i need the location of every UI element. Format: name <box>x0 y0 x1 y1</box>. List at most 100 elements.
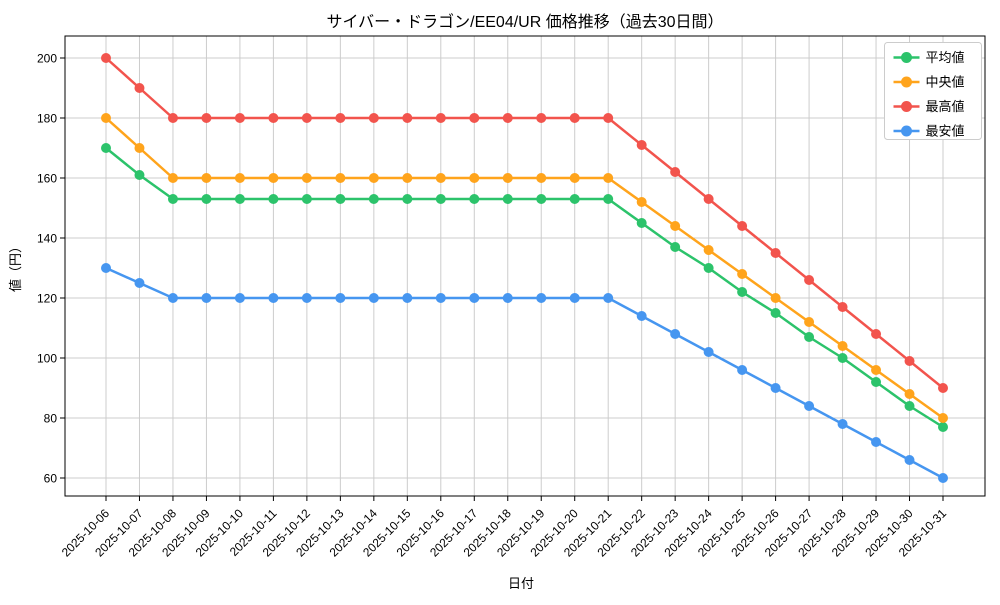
data-point <box>837 302 848 312</box>
data-point <box>134 143 145 153</box>
tick-marks <box>60 57 944 501</box>
data-point <box>167 173 178 183</box>
series-2 <box>101 53 948 393</box>
data-point <box>871 365 882 375</box>
data-point <box>101 113 111 123</box>
data-point <box>904 401 915 411</box>
data-point <box>703 347 714 357</box>
data-point <box>134 83 145 93</box>
data-point <box>770 383 781 393</box>
data-point <box>938 473 948 483</box>
data-point <box>569 113 580 123</box>
data-point <box>603 293 614 303</box>
data-point <box>636 218 647 228</box>
data-point <box>101 143 111 153</box>
series-0 <box>101 143 948 432</box>
data-point <box>167 293 178 303</box>
data-point <box>871 437 882 447</box>
data-point <box>335 194 346 204</box>
data-point <box>938 383 948 393</box>
series-line <box>105 117 944 420</box>
series-3 <box>101 263 948 483</box>
series-lines <box>101 53 948 483</box>
legend-marker-icon <box>901 125 912 137</box>
data-point <box>167 194 178 204</box>
data-point <box>301 293 312 303</box>
data-point <box>368 293 379 303</box>
data-point <box>502 293 513 303</box>
data-point <box>536 194 547 204</box>
data-point <box>234 173 245 183</box>
legend-label: 平均値 <box>926 50 965 65</box>
legend-label: 最安値 <box>926 124 965 139</box>
data-point <box>435 194 446 204</box>
data-point <box>536 173 547 183</box>
data-point <box>804 275 815 285</box>
legend-item: 中央値 <box>893 75 965 90</box>
legend-marker-icon <box>901 76 912 88</box>
x-tick-labels: 2025-10-062025-10-072025-10-082025-10-09… <box>59 506 950 560</box>
data-point <box>871 377 882 387</box>
data-point <box>268 113 279 123</box>
data-point <box>737 269 748 279</box>
data-point <box>804 317 815 327</box>
data-point <box>301 113 312 123</box>
data-point <box>703 263 714 273</box>
plot-border <box>64 35 986 497</box>
data-point <box>837 341 848 351</box>
data-point <box>569 173 580 183</box>
data-point <box>904 455 915 465</box>
data-point <box>804 332 815 342</box>
legend-box <box>884 42 982 140</box>
y-tick-label: 200 <box>37 52 57 66</box>
y-tick-label: 160 <box>37 172 57 186</box>
y-tick-label: 120 <box>37 292 57 306</box>
data-point <box>268 293 279 303</box>
series-1 <box>101 113 948 423</box>
data-point <box>201 113 212 123</box>
y-tick-label: 140 <box>37 232 57 246</box>
data-point <box>167 113 178 123</box>
data-point <box>268 194 279 204</box>
data-point <box>636 311 647 321</box>
data-point <box>703 245 714 255</box>
data-point <box>101 53 111 63</box>
data-point <box>335 113 346 123</box>
data-point <box>770 308 781 318</box>
data-point <box>670 221 681 231</box>
data-point <box>536 113 547 123</box>
data-point <box>737 287 748 297</box>
data-point <box>770 293 781 303</box>
y-axis-label: 値（円） <box>8 240 23 292</box>
data-point <box>603 113 614 123</box>
data-point <box>502 113 513 123</box>
data-point <box>837 353 848 363</box>
data-point <box>368 194 379 204</box>
data-point <box>938 422 948 432</box>
data-point <box>770 248 781 258</box>
legend-label: 最高値 <box>926 99 965 114</box>
legend-marker-icon <box>901 101 912 112</box>
data-point <box>703 194 714 204</box>
data-point <box>435 293 446 303</box>
data-point <box>569 194 580 204</box>
data-point <box>569 293 580 303</box>
x-axis-label: 日付 <box>508 576 534 591</box>
data-point <box>134 170 145 180</box>
chart-title: サイバー・ドラゴン/EE04/UR 価格推移（過去30日間） <box>326 12 723 31</box>
data-point <box>603 173 614 183</box>
data-point <box>502 173 513 183</box>
data-point <box>469 173 480 183</box>
series-line <box>105 147 944 429</box>
y-tick-label: 180 <box>37 112 57 126</box>
data-point <box>234 293 245 303</box>
data-point <box>435 173 446 183</box>
y-tick-label: 60 <box>44 472 58 486</box>
data-point <box>938 413 948 423</box>
series-line <box>105 266 944 480</box>
data-point <box>837 419 848 429</box>
data-point <box>402 113 413 123</box>
